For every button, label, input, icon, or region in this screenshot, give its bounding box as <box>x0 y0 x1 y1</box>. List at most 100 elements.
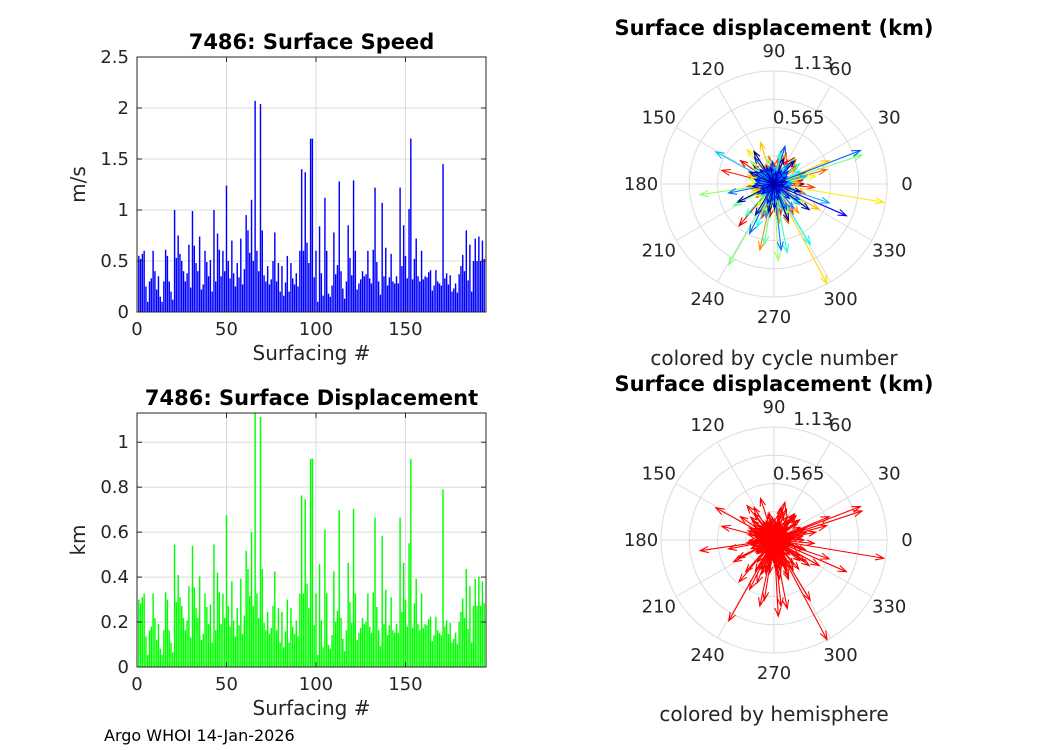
bar <box>440 635 442 667</box>
radial-tick-label: 1.13 <box>793 409 833 430</box>
bar <box>401 266 403 312</box>
vector-arrowhead <box>793 550 801 557</box>
vector-arrowhead <box>773 526 778 533</box>
vector-arrowhead <box>766 554 772 562</box>
bar <box>145 286 147 312</box>
vector-arrowhead <box>774 194 779 202</box>
bar <box>252 261 255 312</box>
bar <box>343 298 346 312</box>
vector-arrowhead <box>791 561 800 571</box>
bar <box>227 261 229 312</box>
bar <box>311 458 314 667</box>
bar <box>277 608 280 667</box>
vector-arrowhead <box>762 591 770 602</box>
bar <box>338 510 340 667</box>
bar <box>329 296 332 312</box>
vector-arrowhead <box>754 207 762 217</box>
bar <box>261 230 263 312</box>
bar <box>322 647 324 667</box>
bar <box>419 281 421 312</box>
vector-arrowhead <box>782 176 789 181</box>
bar <box>290 263 292 312</box>
displacement-vector <box>752 183 775 187</box>
bar <box>247 568 249 667</box>
vector-arrowhead <box>769 521 774 529</box>
bar <box>229 278 231 312</box>
bar <box>222 250 224 312</box>
displacement-vector <box>773 149 861 185</box>
displacement-vector <box>773 183 788 253</box>
bar <box>401 611 403 667</box>
vector-arrowhead <box>748 580 757 591</box>
bar <box>250 199 253 312</box>
bar <box>236 608 238 667</box>
bar <box>311 138 314 312</box>
bar <box>431 641 434 667</box>
bar <box>186 620 188 667</box>
vector-arrowhead <box>794 180 802 186</box>
bar <box>270 279 272 312</box>
vector-arrowhead <box>782 243 790 255</box>
bar <box>336 265 339 312</box>
vector-arrowhead <box>774 550 779 558</box>
y-tick-label: 0 <box>118 302 129 323</box>
bar <box>445 620 448 667</box>
vector-arrowhead <box>784 193 791 200</box>
bar <box>291 278 294 312</box>
bar <box>256 250 258 312</box>
bar <box>211 642 213 667</box>
bar <box>431 290 434 312</box>
vector-arrowhead <box>780 180 786 184</box>
bar <box>408 208 410 312</box>
bar <box>347 562 349 667</box>
angle-tick-label: 300 <box>823 289 857 310</box>
vector-arrowhead <box>727 255 736 267</box>
bar <box>304 499 306 667</box>
bar <box>243 269 246 312</box>
displacement-vector <box>737 539 775 559</box>
bar <box>177 235 179 312</box>
bar <box>349 602 351 667</box>
displacement-vector <box>773 536 785 541</box>
bar <box>388 277 391 312</box>
bar <box>415 238 417 312</box>
bar <box>263 275 265 312</box>
bar <box>467 629 469 667</box>
bar <box>474 578 476 667</box>
vector-arrowhead <box>757 192 764 199</box>
vector-arrowhead <box>758 241 766 252</box>
bar <box>456 643 459 667</box>
displacement-vector <box>754 178 775 185</box>
bar <box>377 630 380 667</box>
vector-arrowhead <box>802 591 811 602</box>
vector-arrowhead <box>769 165 774 173</box>
vector-arrowhead <box>770 516 776 524</box>
bar <box>281 611 283 667</box>
bar <box>336 610 339 667</box>
bar <box>234 286 237 312</box>
bar <box>470 642 473 667</box>
bar <box>209 259 212 312</box>
x-tick-label: 50 <box>215 319 238 340</box>
vector-arrowhead <box>744 208 754 217</box>
bar <box>157 624 160 667</box>
bar <box>293 284 296 312</box>
bar <box>170 291 172 312</box>
vector-arrowhead <box>807 174 818 181</box>
bar <box>454 632 457 667</box>
vector-arrowhead <box>782 532 789 537</box>
vector-arrowhead <box>732 554 743 563</box>
bar <box>404 599 407 667</box>
bar <box>232 620 235 667</box>
bar <box>313 625 315 667</box>
y-axis-label: m/s <box>66 166 90 203</box>
bar <box>150 626 153 667</box>
vector-arrowhead <box>783 526 790 533</box>
displacement-vector <box>773 183 801 193</box>
vector-arrowhead <box>739 515 749 524</box>
bar <box>191 211 194 312</box>
polar-rose-cycle: 0 30 60 90 120 150 180 210 240 270 300 330 0.565 1.13… <box>614 16 933 370</box>
bar <box>204 250 206 312</box>
polar-spoke <box>773 483 873 541</box>
bar <box>438 632 441 667</box>
